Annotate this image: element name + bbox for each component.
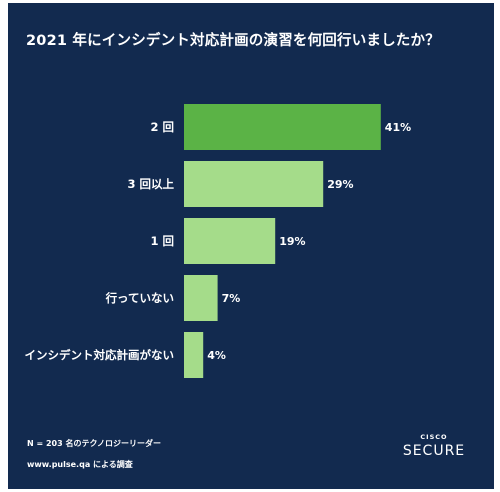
value-label-3: 7% [222,292,241,305]
category-label-4: インシデント対応計画がない [25,348,175,362]
bar-2 [184,218,276,264]
bar-chart: 2 回 41% 3 回以上 29% 1 回 19% 行っていない 7% インシデント対応計画がな… [25,104,411,378]
chart-title: 2021 年にインシデント対応計画の演習を何回行いましたか？ [26,33,440,49]
bar-3 [184,275,218,321]
category-label-2: 1 回 [150,234,174,248]
chart-card: 2021 年にインシデント対応計画の演習を何回行いましたか？ 2 回 41% 3 回… [8,3,494,489]
value-label-2: 19% [279,235,305,248]
category-label-1: 3 回以上 [127,177,174,191]
logo-product: SECURE [402,443,466,459]
bar-1 [184,161,324,207]
value-label-0: 41% [385,121,411,134]
cisco-secure-logo: CISCO SECURE [402,433,466,467]
value-label-4: 4% [207,349,226,362]
value-label-1: 29% [327,178,353,191]
bar-4 [184,332,204,378]
category-label-0: 2 回 [150,120,174,134]
sample-size-note: N = 203 名のテクノロジーリーダー [27,439,161,448]
bar-0 [184,104,381,150]
category-label-3: 行っていない [105,291,174,305]
logo-brand: CISCO [420,433,448,441]
source-note: www.pulse.qa による調査 [27,460,133,469]
